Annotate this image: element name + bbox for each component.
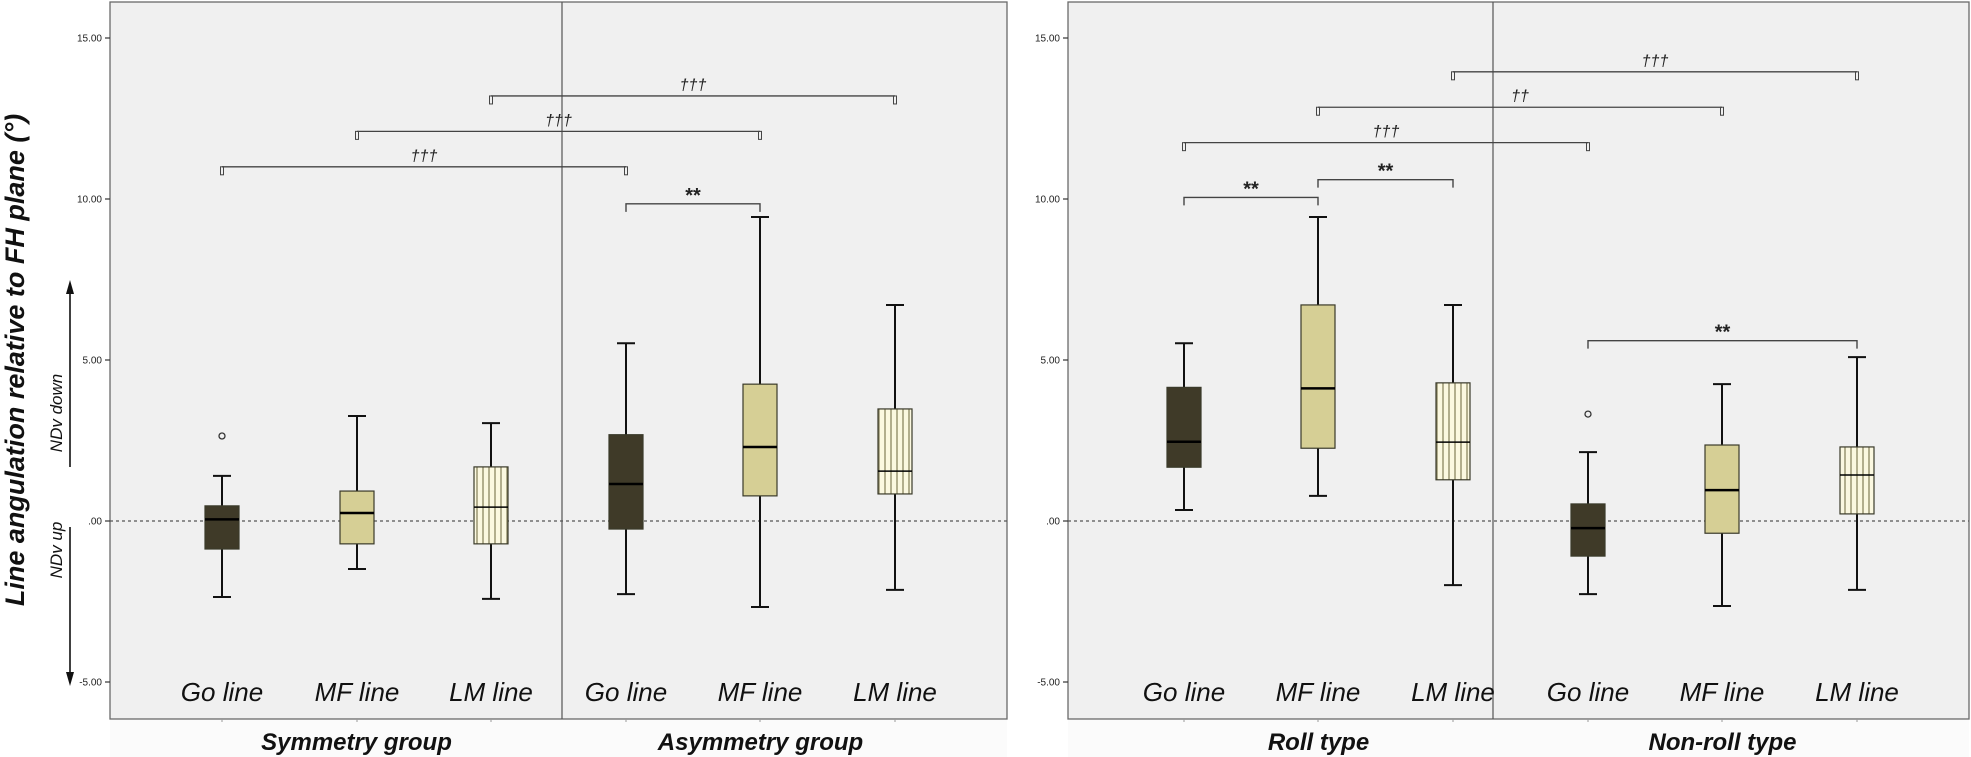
box-mf-line [339, 490, 375, 545]
bracket-end [1451, 71, 1455, 81]
comparison-bracket [625, 203, 761, 212]
category-label: Go line [1547, 677, 1629, 707]
category-label: LM line [1815, 677, 1899, 707]
outlier-point [1584, 410, 1592, 418]
significance-label: ††† [680, 77, 707, 94]
direction-label-ndv-up: NDv up [47, 522, 66, 579]
y-tick-label: .00 [1046, 517, 1060, 528]
bracket-end [220, 166, 224, 176]
box-go-line [608, 434, 644, 530]
y-tick-label: 5.00 [1041, 356, 1061, 367]
y-tick-label: 10.00 [77, 195, 102, 206]
significance-label: ** [1243, 178, 1259, 200]
category-label: Go line [181, 677, 263, 707]
outlier-point [218, 432, 226, 440]
comparison-bracket [1587, 339, 1858, 349]
box-mf-line [1300, 304, 1336, 449]
box-go-line [204, 505, 240, 550]
bracket-end [893, 95, 897, 105]
category-label: MF line [718, 677, 803, 707]
y-tick-label: 10.00 [1035, 195, 1060, 206]
group-label: Symmetry group [261, 729, 452, 756]
bracket-end [489, 95, 493, 105]
y-tick-label: -5.00 [79, 678, 102, 689]
category-label: LM line [853, 677, 937, 707]
bracket-end [355, 130, 359, 140]
box-go-line [1166, 386, 1202, 468]
y-tick-label: 15.00 [77, 34, 102, 45]
group-axis-strip-left [110, 720, 1007, 757]
bracket-end [624, 166, 628, 176]
category-label: MF line [1680, 677, 1765, 707]
bracket-end [1182, 142, 1186, 152]
category-label: LM line [1411, 677, 1495, 707]
y-tick-label: .00 [88, 517, 102, 528]
significance-label: ††† [545, 112, 572, 129]
category-label: Go line [585, 677, 667, 707]
category-label: Go line [1143, 677, 1225, 707]
box-go-line [1570, 503, 1606, 557]
bracket-end [1855, 71, 1859, 81]
direction-label-ndv-down: NDv down [47, 374, 66, 452]
arrow-down-icon [66, 672, 74, 686]
group-label: Asymmetry group [657, 729, 863, 756]
comparison-bracket [1183, 196, 1319, 206]
significance-label: ** [1715, 322, 1731, 344]
bracket-end [758, 130, 762, 140]
category-label: LM line [449, 677, 533, 707]
bracket-end [1586, 142, 1590, 152]
significance-label: ††† [1642, 53, 1669, 70]
box-lm-line [473, 466, 509, 545]
bracket-end [1720, 106, 1724, 116]
box-lm-line [1435, 382, 1471, 481]
arrow-up-icon [66, 280, 74, 294]
group-axis-strip-right [1068, 720, 1969, 757]
plot-area-right [1067, 1, 1970, 720]
group-label: Roll type [1268, 729, 1369, 756]
y-tick-label: 15.00 [1035, 34, 1060, 45]
significance-label: ††† [1373, 124, 1400, 141]
significance-label: ††† [411, 148, 438, 165]
significance-label: †† [1511, 88, 1529, 105]
comparison-bracket [1317, 178, 1454, 188]
y-tick-label: -5.00 [1037, 678, 1060, 689]
plot-area-left [109, 1, 1008, 720]
group-label: Non-roll type [1649, 729, 1797, 756]
category-label: MF line [315, 677, 400, 707]
box-lm-line [1839, 446, 1875, 515]
box-mf-line [742, 383, 778, 497]
y-tick-label: 5.00 [83, 356, 103, 367]
category-label: MF line [1276, 677, 1361, 707]
significance-label: ** [1378, 161, 1394, 183]
bracket-end [1316, 106, 1320, 116]
y-axis-title: Line angulation relative to FH plane (°) [0, 114, 30, 606]
significance-label: ** [685, 185, 701, 207]
box-lm-line [877, 408, 913, 495]
